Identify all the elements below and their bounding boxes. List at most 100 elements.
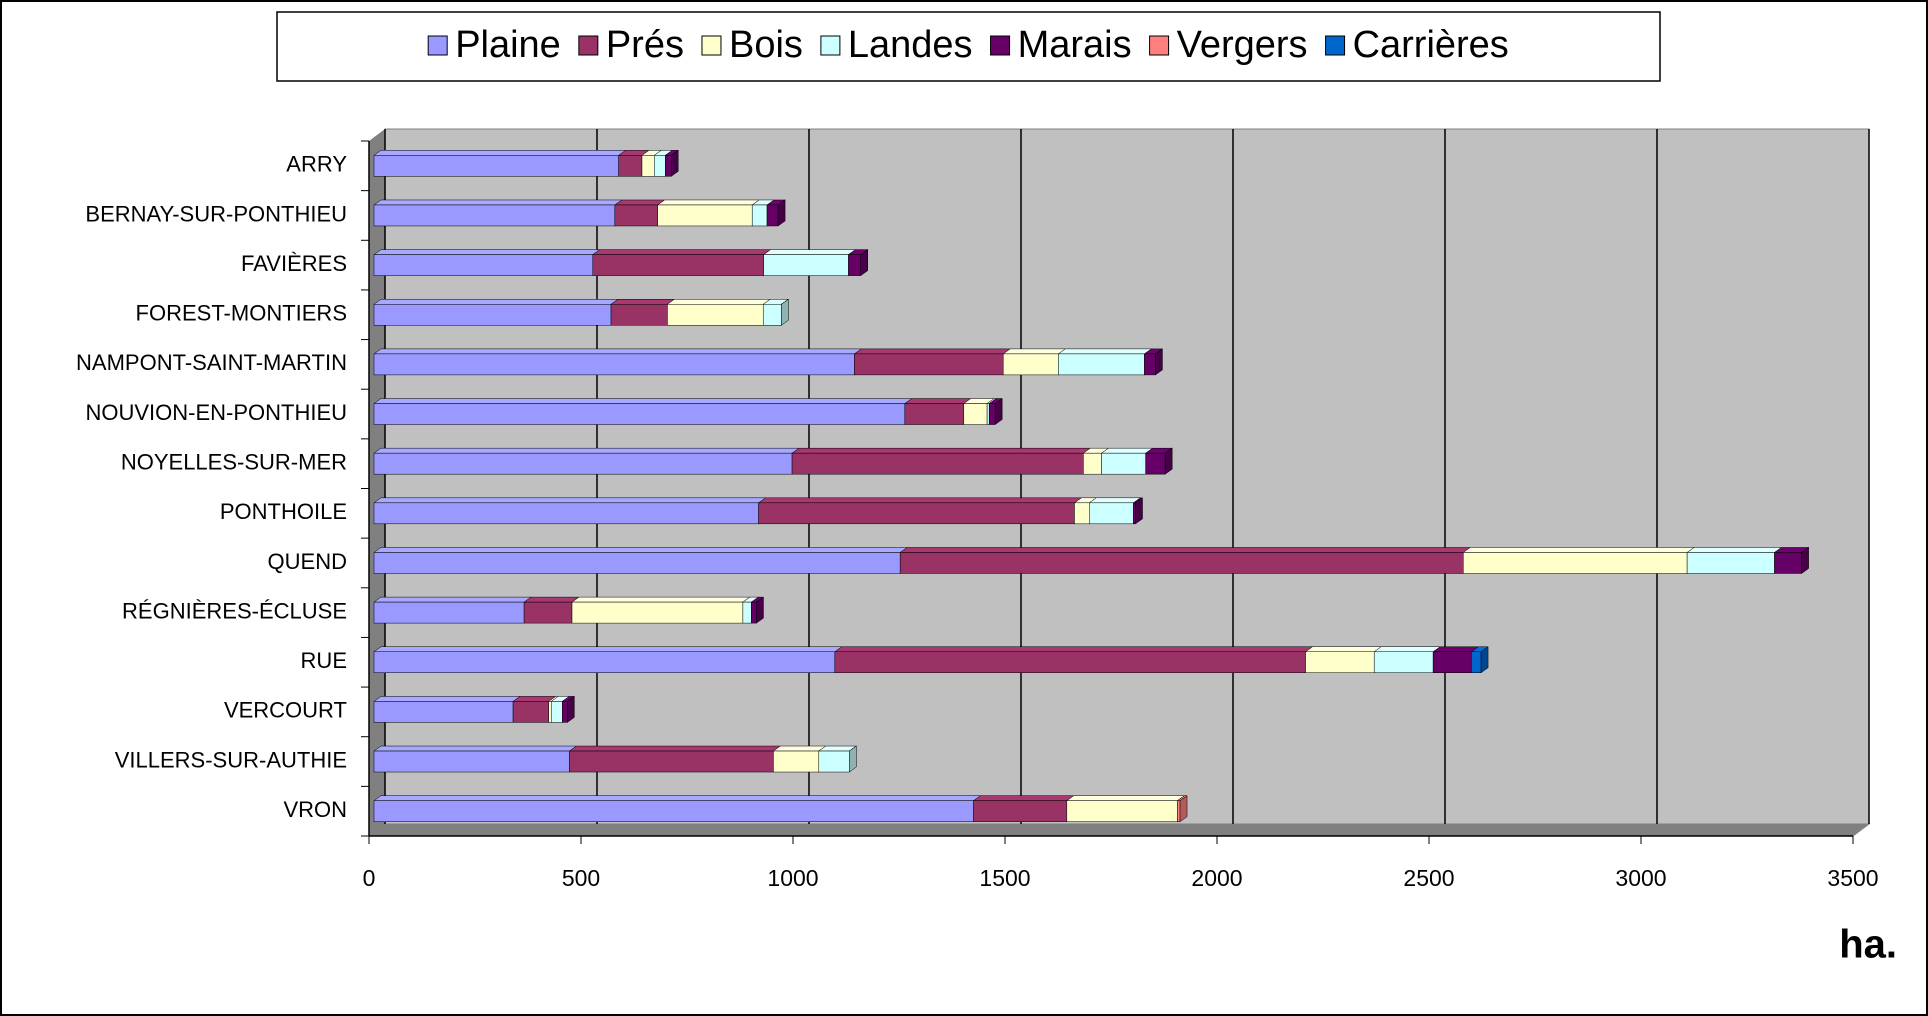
bar [610, 304, 668, 326]
bar [1686, 552, 1775, 574]
bar-top [373, 447, 800, 454]
bar [618, 155, 643, 177]
bar [373, 353, 855, 376]
bar-top [373, 398, 913, 404]
bar [818, 750, 850, 773]
bar [373, 403, 906, 425]
bar-end [1480, 646, 1489, 674]
bar [373, 552, 901, 574]
bar [373, 701, 514, 723]
bar-top [373, 646, 843, 652]
y-tick-label: BERNAY-SUR-PONTHIEU [85, 201, 347, 226]
bar [665, 155, 672, 177]
y-tick-label: VRON [283, 797, 347, 822]
bar [1305, 651, 1375, 673]
x-tick-label: 3500 [1827, 865, 1878, 891]
bar [848, 254, 862, 276]
y-tick-label: NAMPONT-SAINT-MARTIN [76, 350, 347, 375]
bar [548, 701, 552, 723]
bar [742, 601, 752, 624]
bar [550, 701, 563, 723]
legend-box [276, 11, 1661, 82]
bar [571, 601, 744, 624]
bar [1074, 502, 1090, 525]
bar-top [1462, 547, 1695, 553]
bar [1373, 651, 1434, 673]
y-tick-label: RÉGNIÈRES-ÉCLUSE [122, 598, 347, 623]
bar-top [904, 398, 972, 404]
bar-top [373, 199, 623, 206]
bar-top [1002, 348, 1067, 355]
bar-end [994, 398, 1003, 426]
x-tick-label: 0 [363, 865, 376, 891]
bar-top [512, 696, 557, 702]
bar-top [373, 745, 578, 752]
bar [1432, 651, 1472, 673]
y-tick-label: RUE [301, 648, 347, 673]
bar [562, 701, 568, 723]
bar-top [610, 299, 676, 305]
bar-top [373, 497, 767, 504]
x-tick-label: 500 [562, 865, 600, 891]
bar-top [373, 249, 601, 255]
bar-top [373, 795, 982, 801]
bar-top [1304, 646, 1382, 652]
bar-top [614, 199, 666, 206]
bar [373, 204, 616, 227]
bar [614, 204, 658, 227]
bar [1089, 502, 1134, 525]
bar-top [1432, 646, 1480, 652]
bar [758, 502, 1075, 525]
bar [1066, 800, 1178, 822]
bar-top [1686, 547, 1783, 553]
y-tick-label: VERCOURT [224, 698, 347, 723]
x-tick-label: 1000 [767, 865, 818, 891]
bar [1177, 800, 1181, 822]
bar-top [373, 596, 532, 603]
y-tick-label: ARRY [286, 152, 347, 177]
bar [667, 304, 764, 326]
x-axis-label: ha. [1839, 923, 1897, 967]
bar [523, 601, 573, 624]
bar [791, 452, 1084, 475]
bar [512, 701, 549, 723]
bar [1058, 353, 1145, 376]
legend-swatch [1325, 35, 1346, 56]
bar [1101, 452, 1146, 475]
legend-label: Vergers [1177, 24, 1308, 66]
bar [373, 601, 525, 624]
bar-end [1135, 497, 1143, 525]
plot-floor [367, 823, 1871, 837]
plot-wall [384, 128, 1870, 825]
bar-end [567, 695, 575, 723]
bar [373, 502, 759, 525]
bar-end [849, 745, 857, 773]
legend-swatch [820, 35, 841, 56]
legend-swatch [701, 35, 722, 56]
y-tick-label: NOUVION-EN-PONTHIEU [85, 400, 347, 425]
bar-top [373, 150, 627, 156]
bar [751, 601, 757, 624]
legend-label: Landes [848, 24, 973, 66]
bar-top [834, 646, 1314, 652]
bar-top [373, 696, 521, 702]
bar-end [1164, 447, 1173, 475]
y-tick-label: PONTHOILE [220, 499, 347, 524]
bar-top [1373, 646, 1441, 652]
y-tick-label: QUEND [268, 549, 347, 574]
bar [373, 155, 619, 177]
bar [766, 204, 779, 227]
bar-top [772, 745, 827, 752]
bar [763, 254, 849, 276]
bar-top [666, 299, 772, 305]
bar-end [1155, 348, 1163, 376]
x-tick-label: 3000 [1615, 865, 1666, 891]
bar-end [781, 298, 789, 326]
legend-label: Plaine [455, 24, 561, 66]
bar [1774, 552, 1802, 574]
bar [1133, 502, 1136, 525]
bar-end [777, 199, 786, 227]
bar [1002, 353, 1059, 376]
x-tick-label: 2500 [1403, 865, 1454, 891]
